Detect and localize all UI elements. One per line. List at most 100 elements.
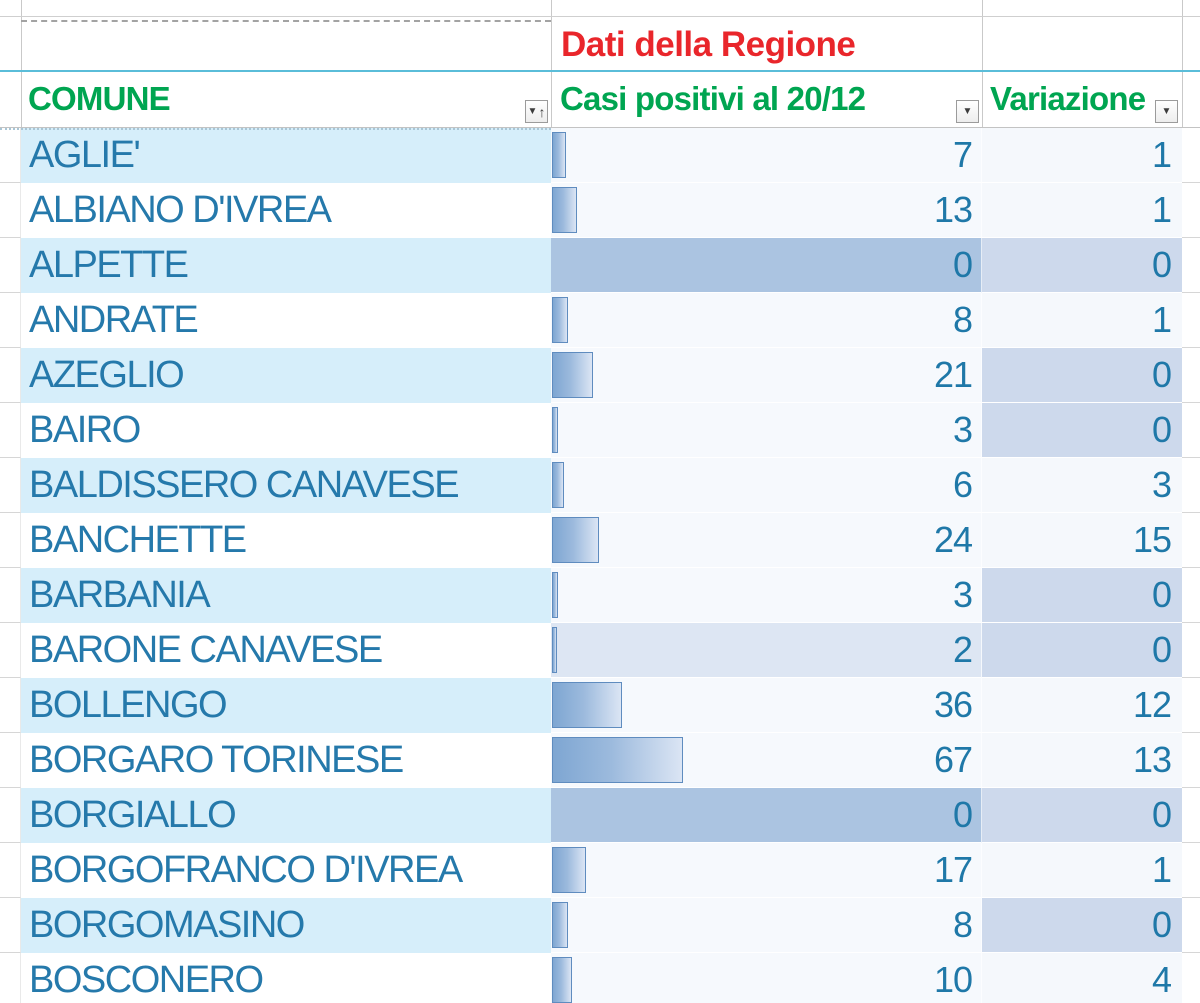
left-margin-cell <box>0 898 21 953</box>
casi-positivi-cell[interactable]: 3 <box>551 403 982 458</box>
comune-cell[interactable]: BORGOFRANCO D'IVREA <box>21 843 551 898</box>
table-row: BAIRO 3 0 <box>0 403 1200 458</box>
comune-cell[interactable]: BANCHETTE <box>21 513 551 568</box>
region-title-row: Dati della Regione <box>0 17 1200 70</box>
casi-positivi-cell[interactable]: 10 <box>551 953 982 1003</box>
comune-cell[interactable]: BARONE CANAVESE <box>21 623 551 678</box>
casi-positivi-cell[interactable]: 67 <box>551 733 982 788</box>
variazione-value: 13 <box>1132 739 1172 780</box>
table-row: ANDRATE 8 1 <box>0 293 1200 348</box>
data-bar <box>552 517 599 563</box>
variazione-cell[interactable]: 12 <box>982 678 1182 733</box>
casi-positivi-value: 10 <box>933 959 973 1000</box>
casi-positivi-value: 24 <box>933 519 973 560</box>
left-margin-cell <box>0 623 21 678</box>
comune-cell[interactable]: ANDRATE <box>21 293 551 348</box>
variazione-value: 0 <box>1151 354 1172 395</box>
casi-positivi-cell[interactable]: 36 <box>551 678 982 733</box>
variazione-cell[interactable]: 0 <box>982 403 1182 458</box>
variazione-cell[interactable]: 0 <box>982 788 1182 843</box>
column-header-variazione[interactable]: Variazione ▼ <box>982 72 1182 127</box>
variazione-filter-button[interactable]: ▼ <box>1155 100 1178 123</box>
variazione-cell[interactable]: 0 <box>982 348 1182 403</box>
comune-cell[interactable]: BALDISSERO CANAVESE <box>21 458 551 513</box>
right-margin-cell <box>1182 733 1200 788</box>
casi-positivi-cell[interactable]: 3 <box>551 568 982 623</box>
data-bar <box>552 737 683 783</box>
dropdown-arrow-icon: ▼ <box>527 105 538 117</box>
table-row: BARBANIA 3 0 <box>0 568 1200 623</box>
right-margin-cell <box>1182 513 1200 568</box>
variazione-cell[interactable]: 13 <box>982 733 1182 788</box>
page-break-dashed-line <box>21 20 551 22</box>
casi-positivi-cell[interactable]: 0 <box>551 788 982 843</box>
casi-positivi-cell[interactable]: 17 <box>551 843 982 898</box>
casi-filter-button[interactable]: ▼ <box>956 100 979 123</box>
comune-cell[interactable]: BORGIALLO <box>21 788 551 843</box>
casi-positivi-value: 36 <box>933 684 973 725</box>
casi-positivi-cell[interactable]: 24 <box>551 513 982 568</box>
variazione-cell[interactable]: 0 <box>982 898 1182 953</box>
column-header-comune[interactable]: COMUNE ▼ ↑ <box>0 72 551 127</box>
variazione-value: 0 <box>1151 794 1172 835</box>
variazione-cell[interactable]: 0 <box>982 568 1182 623</box>
casi-positivi-cell[interactable]: 6 <box>551 458 982 513</box>
casi-positivi-cell[interactable]: 8 <box>551 293 982 348</box>
casi-positivi-cell[interactable]: 21 <box>551 348 982 403</box>
comune-name: BALDISSERO CANAVESE <box>29 464 460 506</box>
table-row: AZEGLIO 21 0 <box>0 348 1200 403</box>
right-margin-cell <box>1182 623 1200 678</box>
variazione-value: 1 <box>1151 134 1172 175</box>
comune-cell[interactable]: BAIRO <box>21 403 551 458</box>
casi-positivi-cell[interactable]: 7 <box>551 128 982 183</box>
casi-positivi-value: 3 <box>952 574 973 615</box>
casi-positivi-cell[interactable]: 13 <box>551 183 982 238</box>
left-margin-cell <box>0 458 21 513</box>
right-margin-cell <box>1182 238 1200 293</box>
comune-cell[interactable]: BOSCONERO <box>21 953 551 1003</box>
right-margin-cell <box>1182 128 1200 183</box>
comune-name: BORGARO TORINESE <box>29 739 404 781</box>
variazione-cell[interactable]: 1 <box>982 128 1182 183</box>
comune-cell[interactable]: AZEGLIO <box>21 348 551 403</box>
comune-cell[interactable]: BOLLENGO <box>21 678 551 733</box>
comune-cell[interactable]: BORGOMASINO <box>21 898 551 953</box>
left-margin-cell <box>0 678 21 733</box>
comune-cell[interactable]: ALPETTE <box>21 238 551 293</box>
comune-name: ALBIANO D'IVREA <box>29 189 332 231</box>
casi-positivi-cell[interactable]: 0 <box>551 238 982 293</box>
variazione-cell[interactable]: 0 <box>982 623 1182 678</box>
comune-cell[interactable]: AGLIE' <box>21 128 551 183</box>
table-row: BALDISSERO CANAVESE 6 3 <box>0 458 1200 513</box>
variazione-cell[interactable]: 15 <box>982 513 1182 568</box>
variazione-cell[interactable]: 0 <box>982 238 1182 293</box>
data-bar <box>552 682 622 728</box>
variazione-cell[interactable]: 1 <box>982 183 1182 238</box>
table-row: BANCHETTE 24 15 <box>0 513 1200 568</box>
variazione-cell[interactable]: 1 <box>982 843 1182 898</box>
casi-positivi-cell[interactable]: 2 <box>551 623 982 678</box>
column-header-casi-positivi[interactable]: Casi positivi al 20/12 ▼ <box>551 72 982 127</box>
variazione-cell[interactable]: 3 <box>982 458 1182 513</box>
casi-positivi-value: 0 <box>952 244 973 285</box>
casi-positivi-cell[interactable]: 8 <box>551 898 982 953</box>
left-margin-cell <box>0 733 21 788</box>
variazione-cell[interactable]: 4 <box>982 953 1182 1003</box>
gridline-vertical <box>982 0 983 128</box>
casi-positivi-value: 67 <box>933 739 973 780</box>
comune-cell[interactable]: BORGARO TORINESE <box>21 733 551 788</box>
data-bar <box>552 572 558 618</box>
table-row: ALBIANO D'IVREA 13 1 <box>0 183 1200 238</box>
table-row: BORGIALLO 0 0 <box>0 788 1200 843</box>
data-bar <box>552 847 586 893</box>
comune-filter-sort-button[interactable]: ▼ ↑ <box>525 100 548 123</box>
variazione-value: 0 <box>1151 244 1172 285</box>
data-bar <box>552 352 593 398</box>
comune-cell[interactable]: BARBANIA <box>21 568 551 623</box>
variazione-cell[interactable]: 1 <box>982 293 1182 348</box>
table-row: AGLIE' 7 1 <box>0 128 1200 183</box>
table-row: BORGOFRANCO D'IVREA 17 1 <box>0 843 1200 898</box>
casi-positivi-value: 6 <box>952 464 973 505</box>
comune-cell[interactable]: ALBIANO D'IVREA <box>21 183 551 238</box>
casi-positivi-value: 13 <box>933 189 973 230</box>
